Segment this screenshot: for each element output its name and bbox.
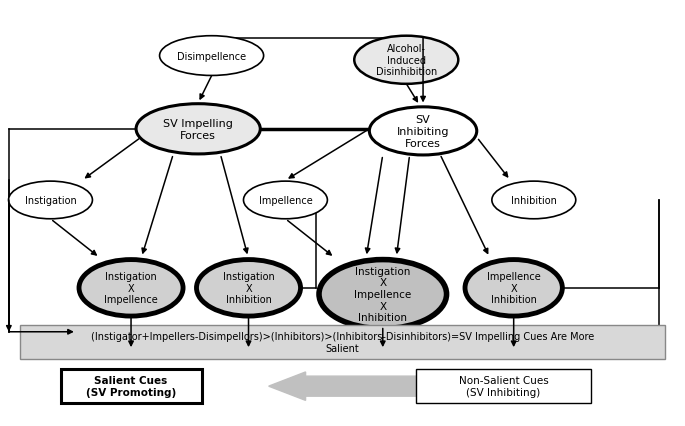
FancyBboxPatch shape: [60, 369, 201, 403]
Ellipse shape: [492, 181, 576, 219]
Ellipse shape: [79, 260, 183, 317]
Text: (Instigator+Impellers-Disimpellors)>(Inhibitors)>(Inhibitors-Disinhibitors)=SV I: (Instigator+Impellers-Disimpellors)>(Inh…: [91, 331, 594, 353]
Text: Instigation
X
Impellence: Instigation X Impellence: [104, 272, 158, 305]
Ellipse shape: [197, 260, 301, 317]
Text: Instigation
X
Impellence
X
Inhibition: Instigation X Impellence X Inhibition: [354, 266, 412, 322]
Text: SV
Inhibiting
Forces: SV Inhibiting Forces: [397, 115, 449, 148]
Ellipse shape: [136, 104, 260, 155]
Text: Impellence
X
Inhibition: Impellence X Inhibition: [487, 272, 540, 305]
Text: Instigation: Instigation: [25, 196, 76, 205]
Text: Non-Salient Cues
(SV Inhibiting): Non-Salient Cues (SV Inhibiting): [459, 375, 549, 397]
Ellipse shape: [465, 260, 562, 317]
Ellipse shape: [160, 37, 264, 76]
Text: Instigation
X
Inhibition: Instigation X Inhibition: [223, 272, 275, 305]
Text: Impellence: Impellence: [258, 196, 312, 205]
Ellipse shape: [319, 260, 447, 329]
Ellipse shape: [8, 181, 92, 219]
Ellipse shape: [369, 108, 477, 155]
FancyBboxPatch shape: [416, 369, 591, 403]
FancyBboxPatch shape: [21, 325, 664, 359]
Text: Inhibition: Inhibition: [511, 196, 557, 205]
Ellipse shape: [243, 181, 327, 219]
Text: Disimpellence: Disimpellence: [177, 52, 246, 61]
FancyArrow shape: [269, 372, 463, 400]
Text: SV Impelling
Forces: SV Impelling Forces: [163, 119, 233, 140]
Text: Salient Cues
(SV Promoting): Salient Cues (SV Promoting): [86, 375, 176, 397]
Text: Alcohol-
Induced
Disinhibition: Alcohol- Induced Disinhibition: [375, 44, 437, 77]
Ellipse shape: [354, 37, 458, 85]
